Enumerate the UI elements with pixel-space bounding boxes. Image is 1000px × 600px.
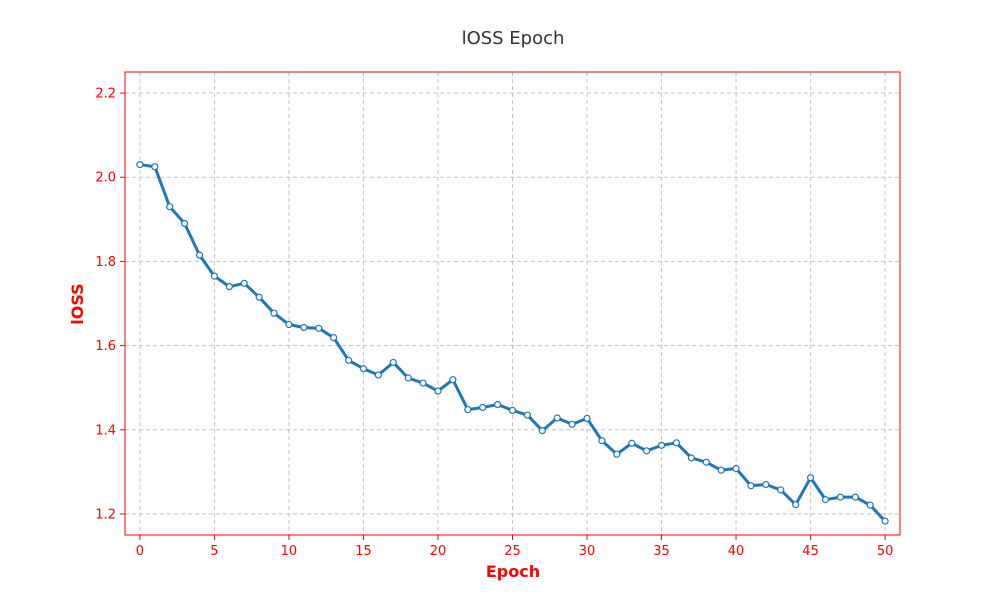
- data-point: [300, 323, 308, 332]
- data-point: [702, 458, 710, 466]
- x-tick-label: 50: [877, 544, 894, 559]
- grid-lines: [125, 72, 900, 535]
- data-point: [836, 493, 844, 501]
- x-tick-label: 5: [210, 544, 218, 559]
- x-tick-label: 0: [136, 544, 144, 559]
- data-point: [643, 447, 651, 455]
- y-tick-label: 1.8: [95, 255, 116, 270]
- data-point: [538, 427, 546, 435]
- data-point: [344, 356, 353, 364]
- y-tick-label: 2.2: [95, 87, 116, 102]
- data-point: [434, 387, 442, 395]
- data-point: [464, 405, 472, 414]
- data-point: [195, 251, 204, 259]
- x-tick-label: 10: [281, 544, 298, 559]
- data-point: [479, 403, 487, 412]
- data-point: [166, 203, 174, 211]
- x-tick-label: 30: [579, 544, 596, 559]
- data-point: [285, 320, 293, 329]
- y-axis-label: lOSS: [68, 283, 87, 324]
- chart-title: lOSS Epoch: [462, 28, 565, 49]
- data-point: [866, 501, 874, 509]
- data-point: [136, 161, 144, 169]
- data-point: [389, 358, 397, 367]
- data-point: [881, 517, 889, 525]
- data-point: [732, 464, 740, 473]
- data-point: [330, 333, 338, 342]
- x-tick-label: 45: [802, 544, 819, 559]
- data-point: [806, 474, 815, 482]
- data-point: [672, 439, 681, 447]
- data-point: [359, 365, 368, 373]
- data-point: [851, 493, 859, 501]
- data-point: [717, 466, 725, 474]
- data-point: [762, 480, 770, 489]
- data-point: [792, 501, 800, 509]
- data-point: [568, 420, 576, 428]
- data-point: [270, 309, 278, 317]
- data-point: [613, 450, 621, 458]
- data-point: [523, 411, 532, 419]
- y-tick-label: 1.2: [95, 507, 116, 522]
- data-point: [210, 272, 219, 280]
- data-point: [657, 441, 666, 449]
- data-point: [374, 371, 382, 379]
- y-tick-label: 1.6: [95, 339, 116, 354]
- y-tick-label: 1.4: [95, 423, 116, 438]
- data-point: [255, 293, 263, 301]
- series-layer: [136, 161, 889, 525]
- data-point: [225, 283, 233, 291]
- x-tick-label: 20: [430, 544, 447, 559]
- data-point: [583, 414, 591, 423]
- x-axis-ticks: 0 5 10 15 20 25 30 35 40 45 50: [136, 535, 894, 559]
- data-point: [404, 374, 412, 382]
- data-point: [553, 414, 561, 422]
- data-point: [628, 439, 636, 447]
- data-point: [598, 437, 606, 445]
- data-point: [181, 219, 189, 228]
- data-point: [494, 400, 502, 409]
- data-point: [687, 454, 695, 462]
- data-point: [315, 324, 323, 332]
- data-point: [449, 376, 457, 384]
- data-point: [777, 486, 785, 494]
- data-point: [747, 482, 755, 490]
- data-point: [240, 279, 248, 287]
- x-tick-label: 40: [728, 544, 745, 559]
- y-tick-label: 2.0: [95, 171, 116, 186]
- x-axis-label: Epoch: [486, 562, 540, 581]
- data-point: [419, 379, 427, 387]
- x-tick-label: 15: [355, 544, 372, 559]
- data-point: [508, 406, 517, 415]
- data-point: [821, 496, 830, 504]
- x-tick-label: 25: [504, 544, 521, 559]
- y-axis-ticks: 1.2 1.4 1.6 1.8 2.0 2.2: [95, 87, 125, 522]
- x-tick-label: 35: [653, 544, 670, 559]
- data-point: [151, 163, 159, 171]
